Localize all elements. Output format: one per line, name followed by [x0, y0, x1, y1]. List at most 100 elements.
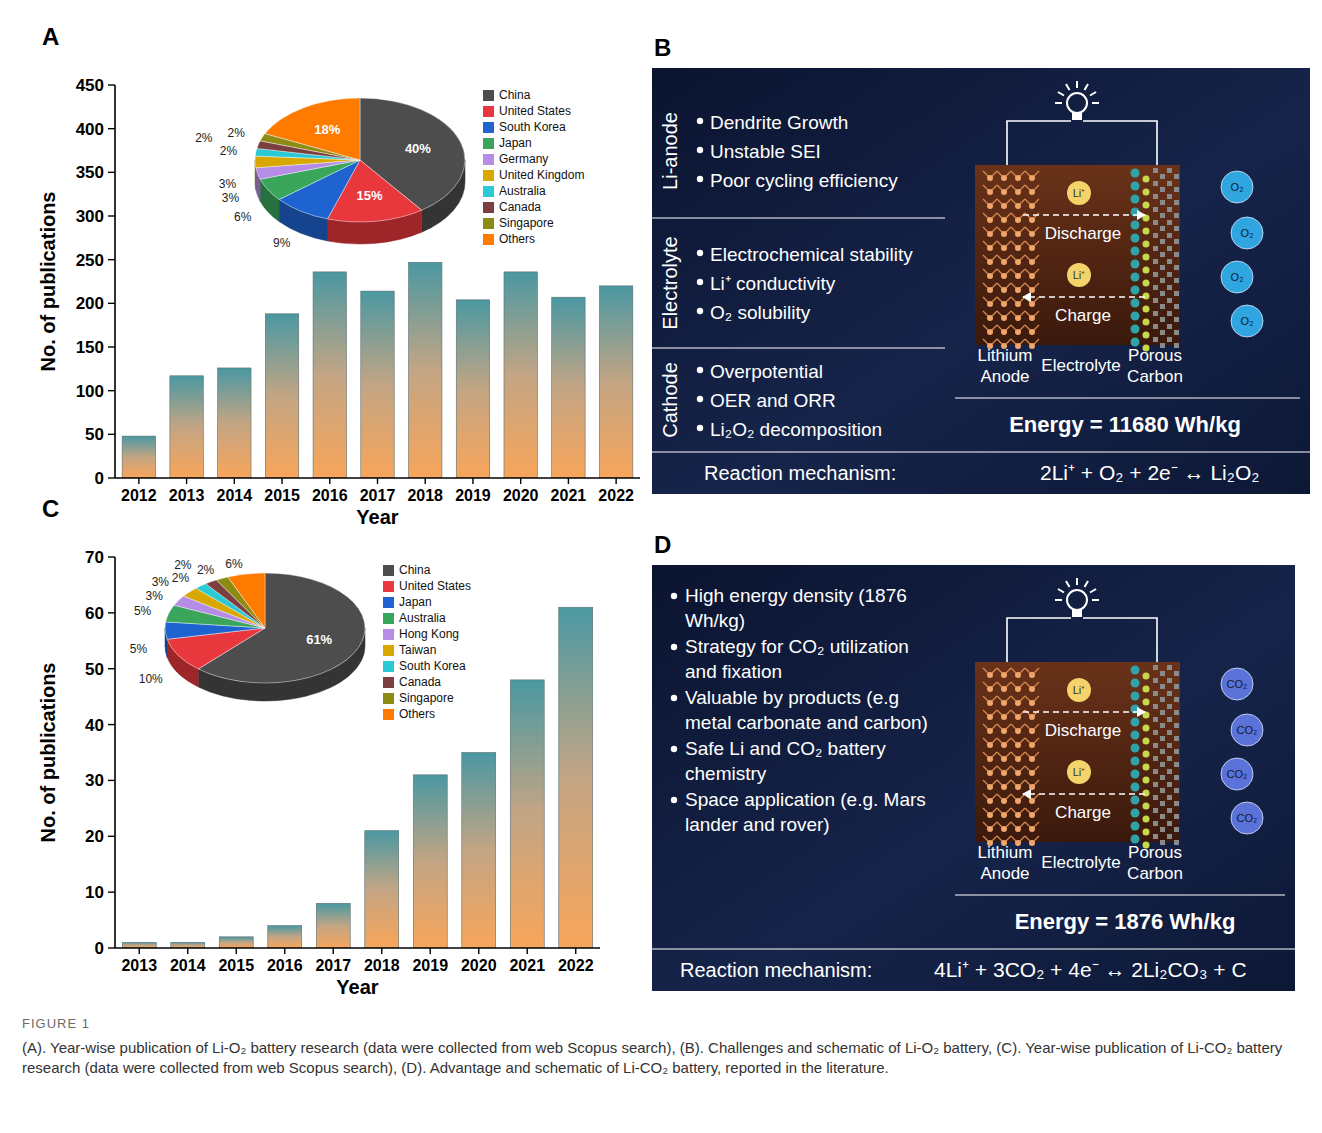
cathode-atom: [1131, 796, 1140, 805]
bullet: [671, 746, 677, 752]
lattice-atom: [1015, 756, 1021, 762]
x-tick-label: 2013: [121, 957, 157, 974]
carbon-mesh: [1160, 814, 1165, 819]
component-label: PorousCarbon: [1127, 843, 1183, 883]
bullet: [697, 308, 703, 314]
y-axis-title: No. of publications: [37, 663, 59, 843]
cathode-atom: [1143, 803, 1150, 810]
y-tick-label: 30: [85, 771, 104, 790]
y-axis: [114, 557, 116, 948]
bar: [171, 942, 205, 948]
carbon-mesh: [1153, 743, 1158, 748]
panel-letter: A: [42, 23, 59, 50]
carbon-mesh: [1174, 775, 1179, 780]
y-tick-label: 400: [76, 120, 104, 139]
bullet-text: O₂ solubility: [710, 302, 811, 323]
carbon-mesh: [1160, 278, 1165, 283]
lattice-atom: [1015, 245, 1021, 251]
lattice-atom: [1015, 700, 1021, 706]
bar: [510, 680, 544, 948]
lattice-atom: [987, 798, 993, 804]
carbon-mesh: [1174, 762, 1179, 767]
x-tick: [568, 478, 569, 484]
legend-label: United States: [499, 104, 571, 118]
carbon-mesh: [1174, 671, 1179, 676]
cell-body: [975, 662, 1180, 842]
bullet-text: Electrochemical stability: [710, 244, 913, 265]
lattice-atom: [1015, 217, 1021, 223]
carbon-mesh: [1160, 239, 1165, 244]
lattice-atom: [1029, 245, 1035, 251]
bullet: [697, 396, 703, 402]
lattice-atom: [1001, 686, 1007, 692]
x-tick: [138, 478, 139, 484]
bar: [313, 272, 346, 478]
y-tick-label: 70: [85, 548, 104, 567]
energy-text: Energy = 11680 Wh/kg: [1009, 412, 1241, 437]
panel-letter: B: [654, 34, 671, 61]
cathode-atom: [1143, 777, 1150, 784]
bullet-text: Valuable by products (e.gmetal carbonate…: [685, 687, 928, 733]
cathode-atom: [1131, 273, 1140, 282]
cathode-atom: [1131, 234, 1140, 243]
bullet-text: Overpotential: [710, 361, 823, 382]
carbon-mesh: [1153, 756, 1158, 761]
cathode-atom: [1131, 299, 1140, 308]
cathode-atom: [1143, 686, 1150, 693]
cell-body: [975, 165, 1180, 345]
direction-label: Discharge: [1045, 721, 1122, 740]
carbon-mesh: [1160, 213, 1165, 218]
lattice-atom: [1029, 273, 1035, 279]
legend-label: Others: [499, 232, 535, 246]
legend-swatch: [483, 138, 494, 149]
lattice-atom: [1015, 315, 1021, 321]
carbon-mesh: [1167, 233, 1172, 238]
cathode-atom: [1131, 809, 1140, 818]
carbon-mesh: [1153, 704, 1158, 709]
lattice-atom: [1029, 203, 1035, 209]
lattice-atom: [1001, 273, 1007, 279]
gas-label: O₂: [1231, 181, 1244, 193]
lattice-atom: [1029, 175, 1035, 181]
cathode-atom: [1131, 312, 1140, 321]
bulb-ray: [1076, 578, 1078, 585]
carbon-mesh: [1167, 194, 1172, 199]
bullet: [671, 797, 677, 803]
bar: [361, 291, 394, 478]
text-line: High energy density (1876: [685, 585, 907, 606]
carbon-mesh: [1153, 834, 1158, 839]
x-tick-label: 2016: [267, 957, 303, 974]
lattice-atom: [1029, 259, 1035, 265]
text-line: metal carbonate and carbon): [685, 712, 928, 733]
cathode-atom: [1143, 829, 1150, 836]
y-axis-title: No. of publications: [37, 192, 59, 372]
ion-label: Li⁺: [1073, 187, 1086, 199]
cathode-atom: [1143, 699, 1150, 706]
lattice-atom: [1015, 812, 1021, 818]
cathode-atom: [1143, 738, 1150, 745]
x-tick-label: 2019: [412, 957, 448, 974]
component-label-line: Lithium: [978, 843, 1033, 862]
carbon-mesh: [1167, 324, 1172, 329]
bulb-ray: [1076, 81, 1078, 88]
diagram-background: [652, 565, 1295, 991]
direction-label: Charge: [1055, 306, 1111, 325]
lattice-atom: [987, 672, 993, 678]
lattice-atom: [987, 273, 993, 279]
reaction-equation: 4Li⁺ + 3CO₂ + 4e⁻ ↔ 2Li₂CO₃ + C: [934, 958, 1247, 981]
gas-molecule: [1231, 802, 1263, 834]
carbon-mesh: [1174, 226, 1179, 231]
bulb-ray: [1066, 84, 1070, 90]
lattice-atom: [1029, 714, 1035, 720]
lattice-atom: [1015, 714, 1021, 720]
carbon-mesh: [1160, 762, 1165, 767]
schematic: Li⁺DischargeLi⁺ChargeCO₂CO₂CO₂CO₂Lithium…: [975, 578, 1263, 883]
lattice-atom: [1029, 287, 1035, 293]
legend-swatch: [483, 202, 494, 213]
bullet: [697, 425, 703, 431]
lattice-atom: [1015, 301, 1021, 307]
lattice-atom: [1029, 217, 1035, 223]
pie-label: 61%: [306, 632, 332, 647]
carbon-mesh: [1160, 265, 1165, 270]
cathode-atom: [1131, 260, 1140, 269]
